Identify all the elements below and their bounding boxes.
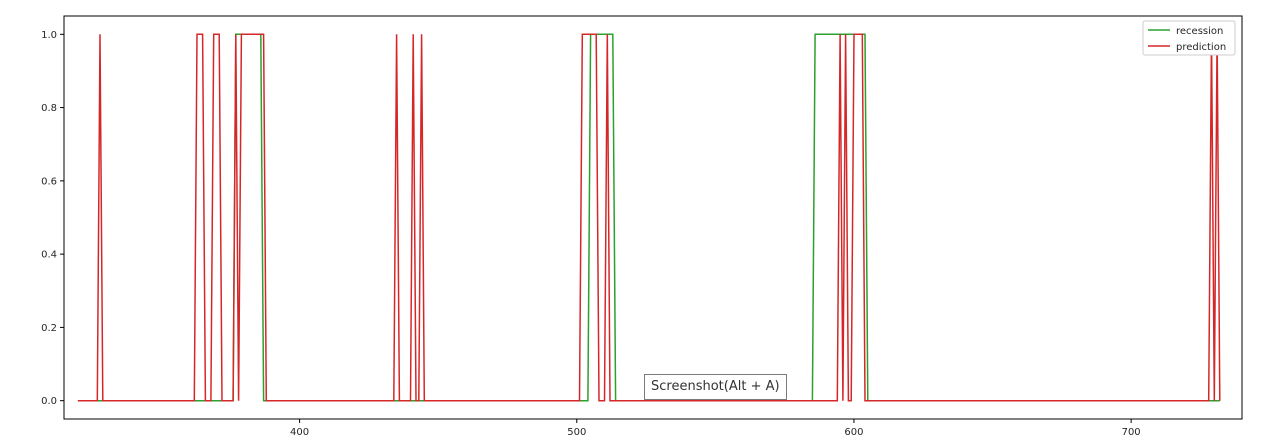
x-tick-label: 600 xyxy=(844,427,863,438)
legend-label-prediction: prediction xyxy=(1176,42,1226,53)
series-line-prediction xyxy=(77,33,1221,402)
y-tick-label: 0.8 xyxy=(41,103,57,114)
y-axis-ticks: 0.0 0.2 0.4 0.6 0.8 1.0 xyxy=(41,30,64,407)
y-tick-label: 0.2 xyxy=(41,323,57,334)
x-axis-ticks: 400 500 600 700 xyxy=(290,419,1141,438)
legend: recession prediction xyxy=(1142,20,1236,56)
x-tick-label: 500 xyxy=(567,427,586,438)
legend-label-recession: recession xyxy=(1176,26,1223,37)
screenshot-tooltip: Screenshot(Alt + A) xyxy=(644,374,787,400)
plot-area xyxy=(63,15,1243,420)
series-layer xyxy=(77,33,1221,402)
y-tick-label: 0.6 xyxy=(41,176,57,187)
y-tick-label: 1.0 xyxy=(41,30,57,41)
y-tick-label: 0.0 xyxy=(41,396,57,407)
x-tick-label: 400 xyxy=(290,427,309,438)
y-tick-label: 0.4 xyxy=(41,250,57,261)
x-tick-label: 700 xyxy=(1122,427,1141,438)
